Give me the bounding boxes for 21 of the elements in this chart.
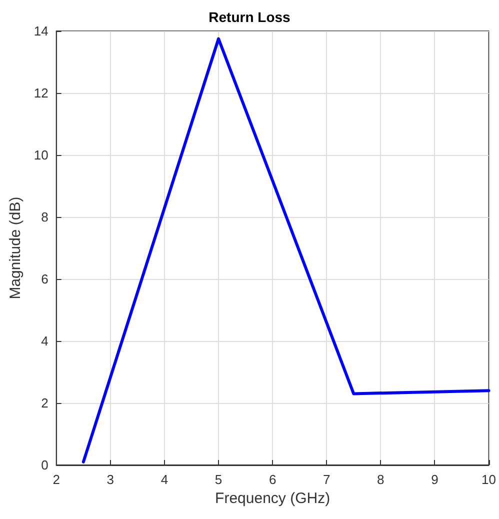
x-tick-label: 6: [268, 472, 276, 487]
line-series: [82, 37, 490, 464]
y-tick-label: 14: [34, 24, 48, 38]
y-tick-label: 10: [34, 148, 48, 162]
x-tick-label: 7: [323, 472, 330, 487]
y-tick-label: 2: [41, 396, 48, 410]
x-tick-label: 10: [482, 472, 496, 487]
x-tick-label: 3: [106, 472, 114, 487]
x-tick-label: 5: [214, 472, 222, 487]
x-tick-label: 9: [431, 472, 438, 487]
x-tick-label: 4: [160, 472, 168, 487]
y-tick-label: 0: [41, 458, 48, 472]
x-tick-label: 2: [52, 472, 60, 487]
y-tick-label: 8: [41, 210, 48, 224]
y-tick-label: 4: [41, 334, 48, 348]
x-axis-title: Frequency (GHz): [215, 490, 330, 507]
x-tick-label: 8: [377, 472, 384, 487]
y-axis-title: Magnitude (dB): [7, 196, 24, 300]
chart-title: Return Loss: [208, 9, 291, 25]
y-tick-label: 6: [41, 272, 48, 286]
y-tick-label: 12: [34, 86, 48, 100]
